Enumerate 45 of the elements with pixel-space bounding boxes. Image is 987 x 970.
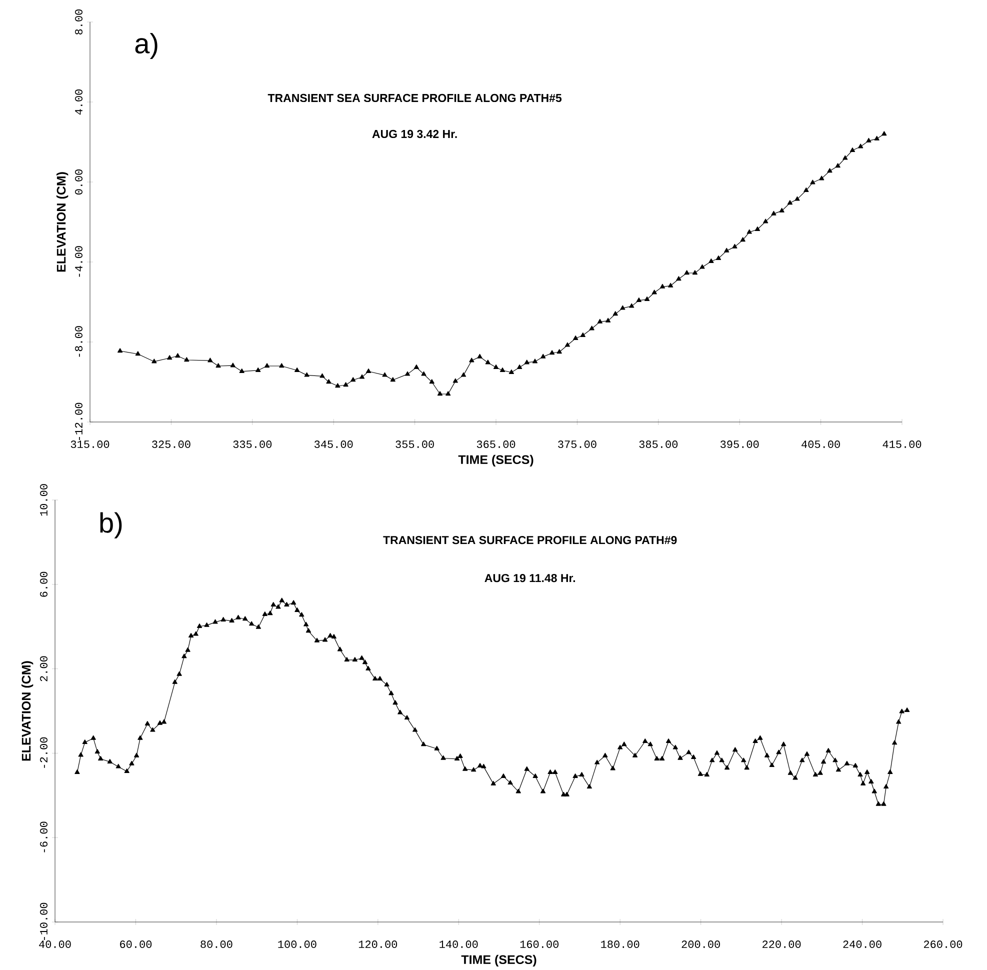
x-tick-label: 160.00: [520, 940, 558, 948]
x-tick-label: 415.00: [882, 440, 922, 448]
x-tick-label: 80.00: [200, 940, 232, 948]
x-tick-label: 345.00: [314, 440, 353, 448]
x-axis-title: TIME (SECS): [458, 454, 534, 467]
x-tick-label: 365.00: [476, 440, 516, 448]
y-tick-label: -6.00: [40, 822, 48, 852]
x-tick-label: 260.00: [924, 940, 962, 948]
x-tick-label: 140.00: [440, 940, 478, 948]
text: TRANSIENT SEA SURFACE PROFILE ALONG PATH#5: [268, 94, 562, 102]
y-tick-label: -2.00: [40, 737, 48, 768]
x-tick-label: 385.00: [639, 440, 678, 448]
y-tick-label: 4.00: [75, 90, 82, 115]
x-tick-label: 120.00: [358, 940, 398, 948]
y-tick-label: -4.00: [75, 246, 82, 277]
x-tick-label: 180.00: [601, 940, 640, 948]
x-tick-label: 355.00: [396, 440, 434, 448]
y-tick-label: 10.00: [40, 484, 48, 516]
y-axis-title: ELEVATION (CM): [21, 661, 34, 761]
y-tick-label: -10.00: [40, 902, 48, 940]
x-tick-label: 40.00: [39, 940, 71, 948]
x-tick-label: 335.00: [233, 440, 272, 448]
y-tick-label: 2.00: [40, 656, 48, 682]
x-tick-label: 375.00: [558, 440, 596, 448]
y-tick-label: -12.00: [75, 402, 82, 440]
text: TRANSIENT SEA SURFACE PROFILE ALONG PATH#9: [383, 536, 677, 544]
y-tick-label: 6.00: [40, 572, 48, 597]
y-tick-label: 0.00: [75, 170, 82, 195]
x-tick-label: 325.00: [152, 440, 190, 448]
x-tick-label: 200.00: [682, 940, 720, 948]
x-tick-label: 315.00: [70, 440, 110, 448]
y-tick-label: -8.00: [75, 326, 82, 357]
y-tick-label: 8.00: [75, 10, 82, 35]
x-tick-label: 220.00: [762, 940, 801, 948]
text: AUG 19 11.48 Hr.: [484, 574, 575, 582]
x-tick-label: 60.00: [120, 940, 152, 948]
x-axis-title: TIME (SECS): [461, 954, 536, 967]
text: AUG 19 3.42 Hr.: [372, 130, 457, 138]
x-tick-label: 100.00: [278, 940, 316, 948]
annotation: b): [100, 512, 122, 538]
x-tick-label: 405.00: [802, 440, 840, 448]
x-tick-label: 395.00: [720, 440, 759, 448]
y-axis-title: ELEVATION (CM): [56, 172, 68, 272]
annotation: a): [135, 33, 158, 60]
x-tick-label: 240.00: [843, 940, 882, 948]
